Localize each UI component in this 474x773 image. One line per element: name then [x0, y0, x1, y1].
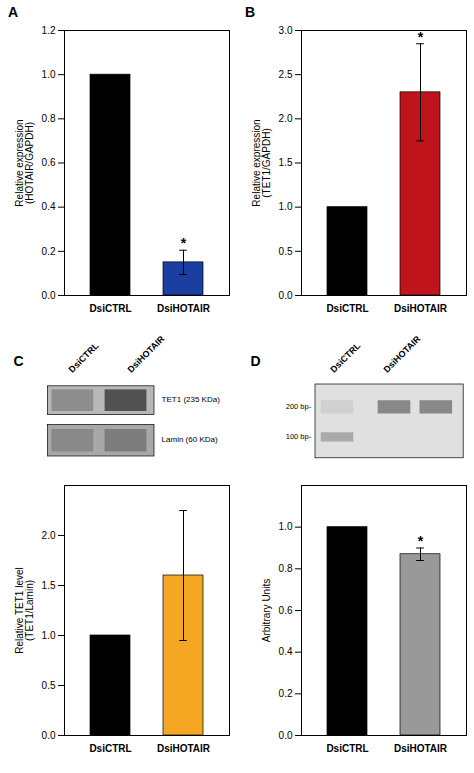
svg-text:TET1 (235 KDa): TET1 (235 KDa)	[162, 395, 221, 404]
svg-text:0.0: 0.0	[42, 290, 56, 301]
svg-text:1.0: 1.0	[42, 69, 56, 80]
svg-text:0.4: 0.4	[42, 201, 56, 212]
svg-text:DsiHOTAIR: DsiHOTAIR	[394, 743, 448, 754]
svg-text:DsiCTRL: DsiCTRL	[326, 743, 368, 754]
svg-text:Relative expression(TET1/GAPDH: Relative expression(TET1/GAPDH)	[251, 119, 272, 206]
svg-text:0.2: 0.2	[279, 688, 293, 699]
svg-text:DsiCTRL: DsiCTRL	[89, 743, 131, 754]
svg-text:Lamin (60 KDa): Lamin (60 KDa)	[162, 435, 218, 444]
svg-text:DsiCTRL: DsiCTRL	[326, 303, 368, 314]
svg-text:1.2: 1.2	[42, 25, 56, 36]
svg-text:0.2: 0.2	[42, 246, 56, 257]
svg-text:1.5: 1.5	[42, 580, 56, 591]
svg-text:0.6: 0.6	[279, 605, 293, 616]
svg-text:100 bp-: 100 bp-	[286, 432, 312, 441]
svg-text:DsiHOTAIR: DsiHOTAIR	[157, 303, 211, 314]
html-text:A: A	[8, 4, 19, 20]
svg-text:Arbitrary Units: Arbitrary Units	[261, 579, 272, 642]
svg-text:0.8: 0.8	[42, 113, 56, 124]
svg-text:2.0: 2.0	[42, 530, 56, 541]
svg-text:3.0: 3.0	[279, 25, 293, 36]
svg-text:200 bp-: 200 bp-	[286, 402, 312, 411]
svg-text:0.0: 0.0	[279, 730, 293, 741]
svg-text:Relative expression(HOTAIR/GAP: Relative expression(HOTAIR/GAPDH)	[14, 119, 35, 206]
svg-text:0.5: 0.5	[42, 680, 56, 691]
svg-text:1.0: 1.0	[279, 521, 293, 532]
svg-text:0.0: 0.0	[42, 730, 56, 741]
svg-text:DsiHOTAIR: DsiHOTAIR	[157, 743, 211, 754]
svg-text:DsiCTRL: DsiCTRL	[328, 340, 362, 374]
svg-text:0.6: 0.6	[42, 157, 56, 168]
svg-text:DsiCTRL: DsiCTRL	[89, 303, 131, 314]
svg-text:DsiCTRL: DsiCTRL	[67, 340, 101, 374]
svg-text:DsiHOTAIR: DsiHOTAIR	[382, 333, 423, 374]
svg-text:*: *	[418, 533, 424, 549]
svg-text:2.5: 2.5	[279, 69, 293, 80]
svg-text:0.4: 0.4	[279, 646, 293, 657]
svg-text:DsiHOTAIR: DsiHOTAIR	[126, 333, 167, 374]
svg-text:DsiHOTAIR: DsiHOTAIR	[394, 303, 448, 314]
svg-text:0.0: 0.0	[279, 290, 293, 301]
svg-text:2.0: 2.0	[279, 113, 293, 124]
svg-text:D: D	[250, 353, 260, 369]
svg-text:*: *	[181, 235, 187, 251]
svg-text:0.5: 0.5	[279, 246, 293, 257]
svg-text:*: *	[418, 29, 424, 45]
svg-text:1.0: 1.0	[279, 201, 293, 212]
svg-text:1.0: 1.0	[42, 630, 56, 641]
svg-text:1.5: 1.5	[279, 157, 293, 168]
html-text:B: B	[245, 4, 256, 20]
svg-text:C: C	[13, 353, 23, 369]
svg-text:Relative TET1 level(TET1/Lamin: Relative TET1 level(TET1/Lamin)	[14, 567, 35, 654]
svg-text:0.8: 0.8	[279, 563, 293, 574]
